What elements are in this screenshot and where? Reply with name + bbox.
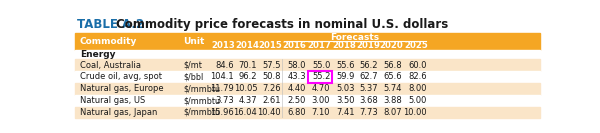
Text: 10.00: 10.00 [403, 108, 427, 117]
Text: $/bbl: $/bbl [184, 72, 203, 81]
Text: 2013: 2013 [212, 41, 236, 50]
Text: 2025: 2025 [404, 41, 428, 50]
Bar [75, 83, 540, 95]
Text: 104.1: 104.1 [211, 72, 234, 81]
Text: $/mmbtu: $/mmbtu [184, 96, 220, 105]
Text: 57.5: 57.5 [262, 61, 281, 70]
Text: $/mmbtu: $/mmbtu [184, 108, 220, 117]
Text: 4.70: 4.70 [312, 84, 330, 93]
Text: 8.07: 8.07 [384, 108, 403, 117]
Bar [75, 95, 540, 107]
Bar [75, 33, 540, 50]
Text: 56.2: 56.2 [359, 61, 378, 70]
Text: Natural gas, Europe: Natural gas, Europe [80, 84, 163, 93]
Text: 43.3: 43.3 [287, 72, 306, 81]
Text: 50.8: 50.8 [262, 72, 281, 81]
Text: 7.10: 7.10 [312, 108, 330, 117]
Text: 2.50: 2.50 [288, 96, 306, 105]
Bar [308, 71, 332, 83]
Text: 84.6: 84.6 [215, 61, 234, 70]
Text: $/mt: $/mt [184, 61, 202, 70]
Text: 3.50: 3.50 [337, 96, 355, 105]
Text: 8.00: 8.00 [409, 84, 427, 93]
Text: 5.03: 5.03 [337, 84, 355, 93]
Text: 55.0: 55.0 [312, 61, 330, 70]
Text: 59.9: 59.9 [337, 72, 355, 81]
Text: 2019: 2019 [356, 41, 380, 50]
Text: 10.05: 10.05 [233, 84, 257, 93]
Text: 15.96: 15.96 [210, 108, 234, 117]
Text: Natural gas, Japan: Natural gas, Japan [80, 108, 157, 117]
Text: $/mmbtu: $/mmbtu [184, 84, 220, 93]
Text: 62.7: 62.7 [359, 72, 378, 81]
Text: 2020: 2020 [380, 41, 404, 50]
Text: 2016: 2016 [283, 41, 307, 50]
Text: 3.00: 3.00 [312, 96, 330, 105]
Text: 3.68: 3.68 [359, 96, 378, 105]
Text: 5.00: 5.00 [409, 96, 427, 105]
Bar [75, 71, 540, 83]
Text: 7.26: 7.26 [262, 84, 281, 93]
Text: 4.40: 4.40 [288, 84, 306, 93]
Text: 5.37: 5.37 [359, 84, 378, 93]
Text: 2.61: 2.61 [262, 96, 281, 105]
Text: 65.6: 65.6 [384, 72, 403, 81]
Text: 3.73: 3.73 [215, 96, 234, 105]
Text: Energy: Energy [80, 50, 115, 59]
Text: 70.1: 70.1 [239, 61, 257, 70]
Text: 7.73: 7.73 [359, 108, 378, 117]
Text: 10.40: 10.40 [257, 108, 281, 117]
Text: 55.2: 55.2 [312, 72, 330, 81]
Text: Natural gas, US: Natural gas, US [80, 96, 145, 105]
Text: 96.2: 96.2 [239, 72, 257, 81]
Text: 2014: 2014 [235, 41, 259, 50]
Text: 2017: 2017 [308, 41, 332, 50]
Bar [75, 16, 540, 33]
Text: 4.37: 4.37 [239, 96, 257, 105]
Text: 3.88: 3.88 [383, 96, 403, 105]
Text: 55.6: 55.6 [337, 61, 355, 70]
Text: 5.74: 5.74 [384, 84, 403, 93]
Bar [75, 107, 540, 118]
Text: 58.0: 58.0 [287, 61, 306, 70]
Text: 56.8: 56.8 [384, 61, 403, 70]
Text: 2015: 2015 [259, 41, 282, 50]
Text: TABLE A.2: TABLE A.2 [77, 18, 145, 31]
Text: 16.04: 16.04 [233, 108, 257, 117]
Text: Unit: Unit [184, 37, 205, 46]
Text: Commodity: Commodity [79, 37, 137, 46]
Text: 6.80: 6.80 [287, 108, 306, 117]
Text: 7.41: 7.41 [337, 108, 355, 117]
Text: Commodity price forecasts in nominal U.S. dollars: Commodity price forecasts in nominal U.S… [116, 18, 448, 31]
Bar [75, 50, 540, 59]
Text: Crude oil, avg, spot: Crude oil, avg, spot [80, 72, 161, 81]
Text: 2018: 2018 [332, 41, 356, 50]
Text: Forecasts: Forecasts [331, 33, 380, 42]
Text: 82.6: 82.6 [409, 72, 427, 81]
Bar [75, 59, 540, 71]
Text: 60.0: 60.0 [409, 61, 427, 70]
Text: Coal, Australia: Coal, Australia [80, 61, 140, 70]
Text: 11.79: 11.79 [210, 84, 234, 93]
